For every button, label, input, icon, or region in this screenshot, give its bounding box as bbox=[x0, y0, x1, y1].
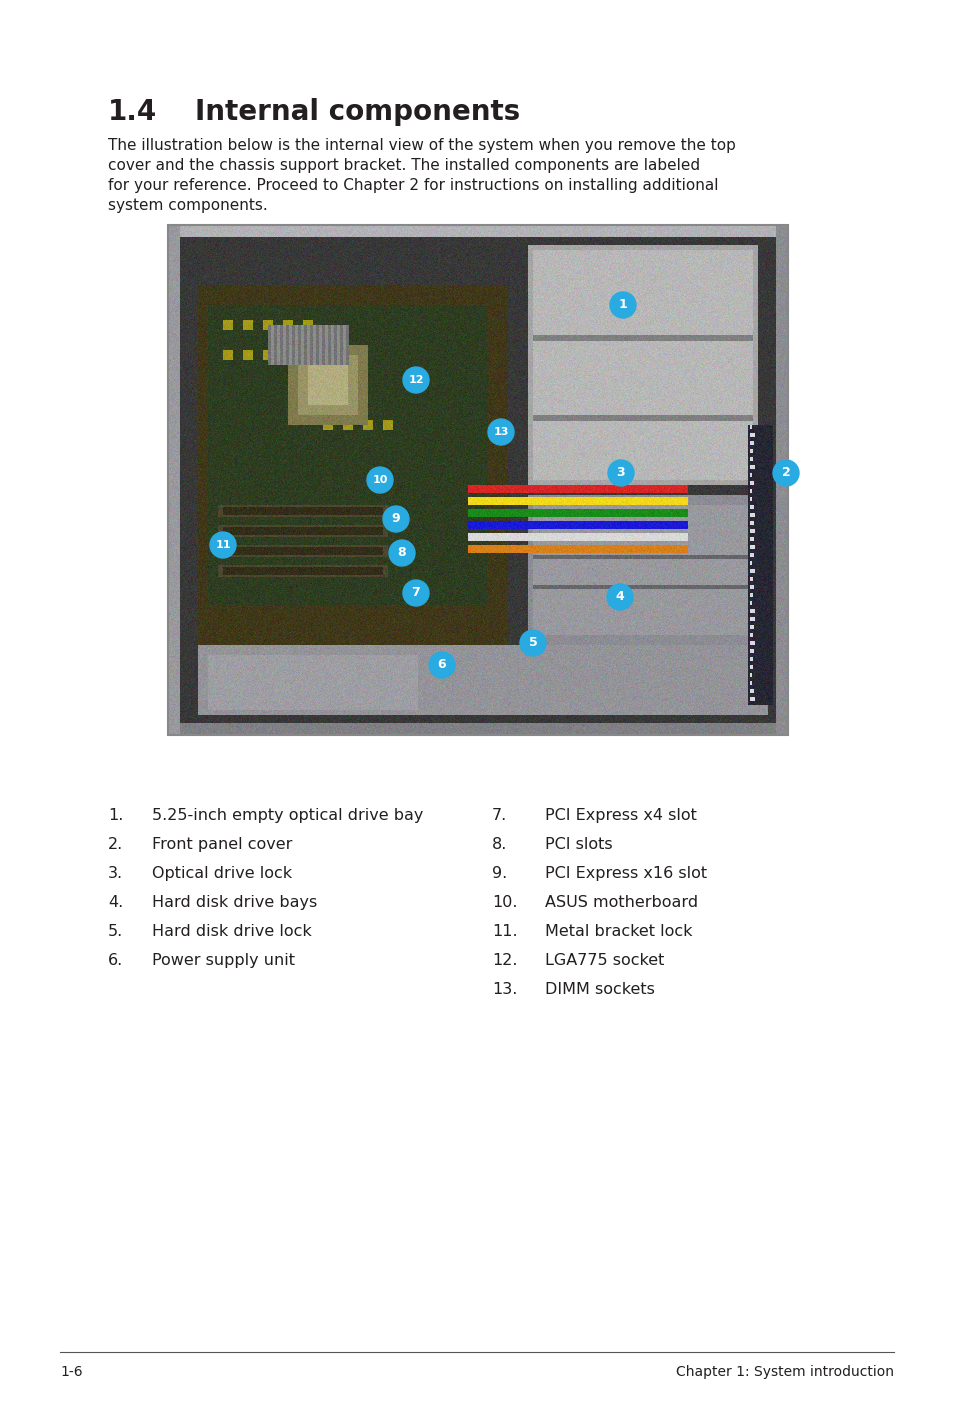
Text: Internal components: Internal components bbox=[194, 98, 519, 127]
Text: 2.: 2. bbox=[108, 837, 123, 852]
Text: 1.: 1. bbox=[108, 808, 123, 823]
Text: cover and the chassis support bracket. The installed components are labeled: cover and the chassis support bracket. T… bbox=[108, 157, 700, 173]
Circle shape bbox=[402, 581, 429, 606]
Text: 7: 7 bbox=[411, 586, 420, 599]
Text: 11: 11 bbox=[215, 540, 231, 550]
Text: 3.: 3. bbox=[108, 866, 123, 882]
Text: 9.: 9. bbox=[492, 866, 507, 882]
Circle shape bbox=[367, 467, 393, 494]
Text: 6: 6 bbox=[437, 658, 446, 672]
Text: 5.: 5. bbox=[108, 924, 123, 939]
Text: 5: 5 bbox=[528, 637, 537, 650]
Text: The illustration below is the internal view of the system when you remove the to: The illustration below is the internal v… bbox=[108, 138, 735, 153]
Text: PCI slots: PCI slots bbox=[544, 837, 612, 852]
Text: for your reference. Proceed to Chapter 2 for instructions on installing addition: for your reference. Proceed to Chapter 2… bbox=[108, 179, 718, 193]
Text: 2: 2 bbox=[781, 467, 789, 479]
Text: 13: 13 bbox=[493, 427, 508, 437]
Circle shape bbox=[606, 583, 633, 610]
Circle shape bbox=[429, 652, 455, 678]
Circle shape bbox=[488, 419, 514, 446]
Circle shape bbox=[382, 506, 409, 531]
Text: PCI Express x4 slot: PCI Express x4 slot bbox=[544, 808, 696, 823]
Text: 13.: 13. bbox=[492, 981, 517, 997]
Circle shape bbox=[772, 460, 799, 486]
Text: 9: 9 bbox=[392, 513, 400, 526]
Text: 1.4: 1.4 bbox=[108, 98, 157, 127]
Text: DIMM sockets: DIMM sockets bbox=[544, 981, 654, 997]
Text: Power supply unit: Power supply unit bbox=[152, 953, 294, 967]
Text: Front panel cover: Front panel cover bbox=[152, 837, 292, 852]
Text: 10: 10 bbox=[372, 475, 387, 485]
Text: 1-6: 1-6 bbox=[60, 1365, 83, 1379]
Text: 4: 4 bbox=[615, 591, 623, 603]
Text: Metal bracket lock: Metal bracket lock bbox=[544, 924, 692, 939]
Text: 8.: 8. bbox=[492, 837, 507, 852]
Text: LGA775 socket: LGA775 socket bbox=[544, 953, 663, 967]
Circle shape bbox=[402, 367, 429, 394]
Text: Hard disk drive bays: Hard disk drive bays bbox=[152, 896, 317, 910]
Circle shape bbox=[210, 531, 235, 558]
Text: Optical drive lock: Optical drive lock bbox=[152, 866, 292, 882]
Circle shape bbox=[607, 460, 634, 486]
Text: 10.: 10. bbox=[492, 896, 517, 910]
Circle shape bbox=[519, 630, 545, 657]
Text: 4.: 4. bbox=[108, 896, 123, 910]
Text: Hard disk drive lock: Hard disk drive lock bbox=[152, 924, 312, 939]
Text: 8: 8 bbox=[397, 547, 406, 560]
Text: 6.: 6. bbox=[108, 953, 123, 967]
Text: 3: 3 bbox=[616, 467, 624, 479]
Text: 1: 1 bbox=[618, 298, 627, 312]
Text: 11.: 11. bbox=[492, 924, 517, 939]
Text: 5.25-inch empty optical drive bay: 5.25-inch empty optical drive bay bbox=[152, 808, 423, 823]
Circle shape bbox=[389, 540, 415, 567]
Text: PCI Express x16 slot: PCI Express x16 slot bbox=[544, 866, 706, 882]
Text: system components.: system components. bbox=[108, 198, 268, 212]
Text: 12.: 12. bbox=[492, 953, 517, 967]
Bar bbox=[168, 225, 787, 735]
Text: 12: 12 bbox=[408, 375, 423, 385]
Text: ASUS motherboard: ASUS motherboard bbox=[544, 896, 698, 910]
Text: 7.: 7. bbox=[492, 808, 507, 823]
Circle shape bbox=[609, 292, 636, 318]
Text: Chapter 1: System introduction: Chapter 1: System introduction bbox=[676, 1365, 893, 1379]
